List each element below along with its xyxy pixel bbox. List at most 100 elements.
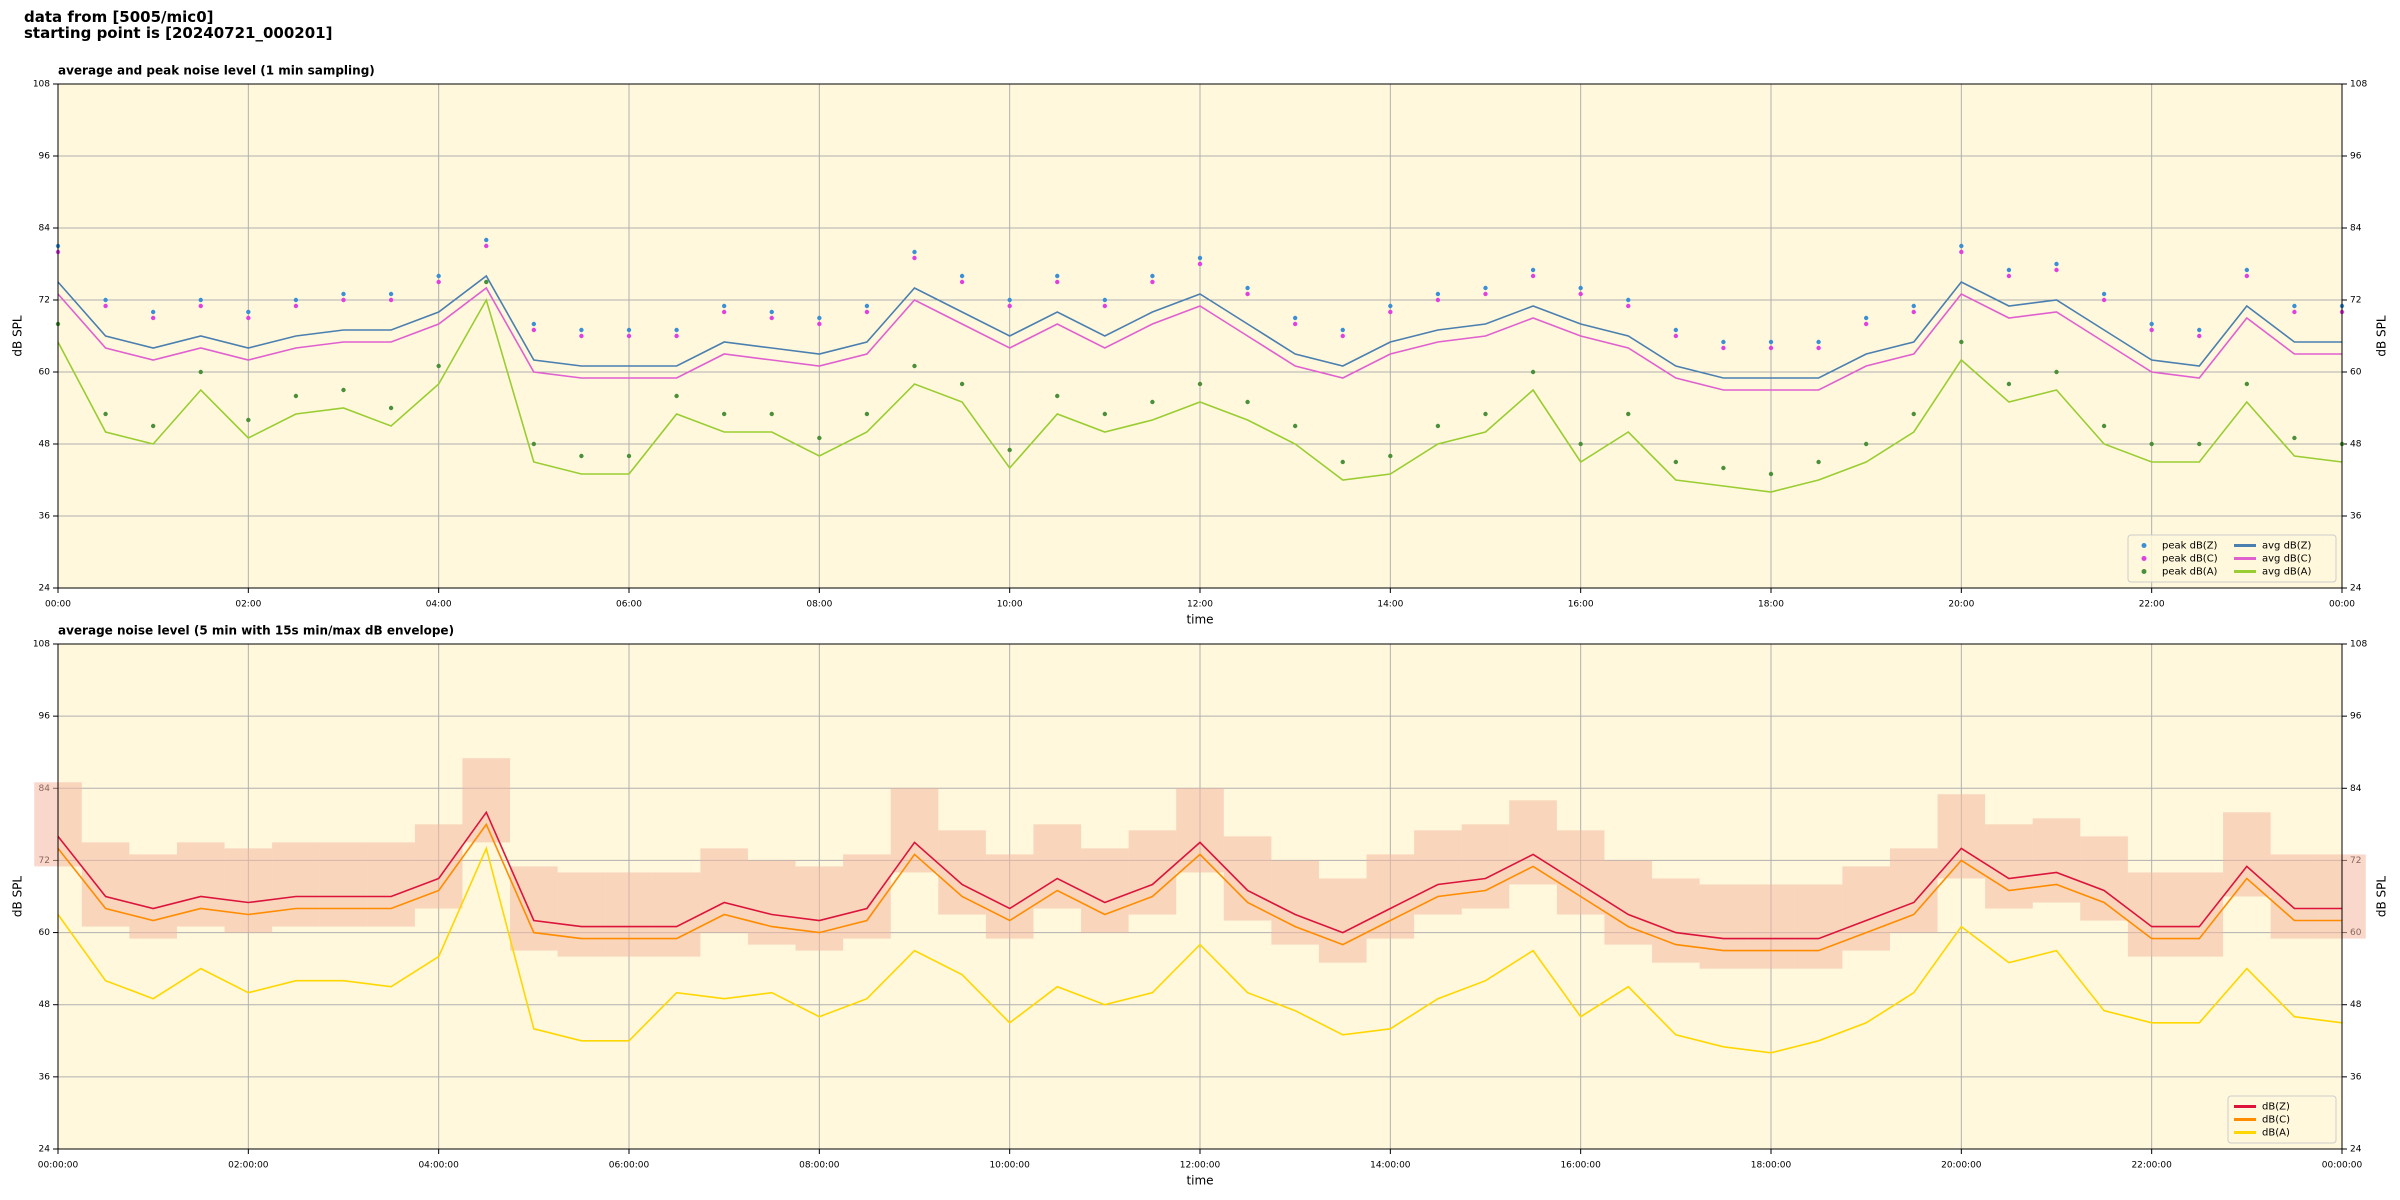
peak-dot bbox=[293, 303, 299, 309]
peak-dot bbox=[1530, 273, 1536, 279]
peak-dot bbox=[246, 417, 251, 423]
y-tick-label: 84 bbox=[39, 224, 51, 234]
legend-label: avg dB(Z) bbox=[2262, 541, 2312, 552]
x-tick-label: 02:00 bbox=[235, 600, 261, 610]
envelope bbox=[2032, 818, 2081, 903]
peak-dot bbox=[1911, 303, 1916, 309]
legend-marker bbox=[2141, 556, 2147, 561]
peak-dot bbox=[1197, 255, 1203, 261]
peak-dot bbox=[198, 369, 203, 375]
peak-dot bbox=[2292, 303, 2297, 309]
envelope bbox=[1461, 824, 1510, 909]
peak-dot bbox=[1959, 249, 1964, 255]
series-line bbox=[57, 845, 2343, 1054]
peak-dot bbox=[1578, 441, 1583, 447]
peak-dot bbox=[2244, 267, 2250, 273]
legend-label: peak dB(Z) bbox=[2162, 541, 2218, 552]
header-line: data from [5005/mic0] bbox=[24, 8, 214, 26]
envelope bbox=[1271, 860, 1319, 945]
y-tick-label: 36 bbox=[39, 512, 51, 522]
peak-dot bbox=[912, 255, 917, 261]
y-tick-label: 36 bbox=[39, 1072, 51, 1082]
peak-dot bbox=[1626, 411, 1631, 417]
y-tick-label: 24 bbox=[2350, 1145, 2362, 1155]
peak-dot bbox=[103, 297, 108, 303]
peak-dot bbox=[817, 315, 822, 321]
series-line bbox=[57, 297, 2343, 493]
y-tick-label: 48 bbox=[39, 1000, 51, 1010]
x-tick-label: 06:00:00 bbox=[609, 1161, 650, 1171]
envelope bbox=[2223, 812, 2271, 897]
envelope bbox=[1699, 884, 1748, 969]
envelope bbox=[1033, 824, 1082, 909]
peak-dot bbox=[1530, 267, 1536, 273]
peak-dot bbox=[626, 453, 632, 459]
peak-dot bbox=[531, 327, 537, 333]
legend-marker bbox=[2141, 569, 2147, 574]
y-tick-label: 108 bbox=[2350, 80, 2367, 90]
legend-box bbox=[2127, 534, 2337, 583]
peak-dot bbox=[959, 273, 965, 279]
series-line bbox=[57, 286, 2342, 391]
x-tick-label: 04:00:00 bbox=[418, 1161, 459, 1171]
peak-dot bbox=[2149, 321, 2154, 327]
x-tick-label: 20:00 bbox=[1948, 600, 1974, 610]
legend-label: peak dB(C) bbox=[2162, 554, 2218, 565]
y-axis-title: dB SPL bbox=[11, 315, 25, 357]
y-tick-label: 48 bbox=[39, 440, 51, 450]
peak-dot bbox=[1245, 291, 1250, 297]
peak-dot bbox=[2101, 291, 2107, 297]
legend-label: avg dB(C) bbox=[2262, 554, 2312, 565]
legend-label: dB(Z) bbox=[2262, 1102, 2290, 1113]
peak-dot bbox=[1721, 345, 1726, 351]
peak-dot bbox=[674, 333, 679, 339]
x-tick-label: 16:00:00 bbox=[1560, 1161, 1601, 1171]
plot-frame bbox=[57, 83, 2343, 589]
x-tick-label: 04:00 bbox=[426, 600, 452, 610]
peak-dot bbox=[1150, 399, 1155, 405]
envelope bbox=[1223, 836, 1272, 921]
envelope bbox=[1794, 884, 1843, 969]
peak-dot bbox=[150, 309, 156, 315]
x-tick-label: 00:00 bbox=[2329, 600, 2355, 610]
peak-dot bbox=[2101, 423, 2107, 429]
envelope bbox=[414, 824, 463, 909]
envelope bbox=[462, 758, 511, 843]
peak-dot bbox=[579, 327, 584, 333]
peak-dot bbox=[1102, 303, 1108, 309]
envelope bbox=[795, 866, 844, 951]
peak-dot bbox=[1245, 285, 1250, 291]
peak-dot bbox=[531, 321, 537, 327]
y-tick-label: 72 bbox=[39, 296, 50, 306]
peak-dot bbox=[484, 243, 489, 249]
peak-dot bbox=[1959, 243, 1964, 249]
y-tick-label: 84 bbox=[2350, 224, 2362, 234]
peak-dot bbox=[150, 315, 156, 321]
peak-dot bbox=[1102, 411, 1108, 417]
envelope bbox=[2270, 854, 2319, 939]
envelope bbox=[985, 854, 1034, 939]
peak-dot bbox=[579, 453, 584, 459]
envelope bbox=[1652, 878, 1700, 963]
y-tick-label: 24 bbox=[2350, 584, 2362, 594]
peak-dot bbox=[2244, 381, 2250, 387]
x-axis-title: time bbox=[1186, 613, 1213, 627]
peak-dot bbox=[1483, 285, 1488, 291]
envelope bbox=[81, 842, 130, 927]
peak-dot bbox=[721, 309, 727, 315]
peak-dot bbox=[436, 363, 441, 369]
peak-dot bbox=[1816, 339, 1821, 345]
envelope bbox=[2080, 836, 2128, 921]
peak-dot bbox=[1007, 447, 1012, 453]
envelope bbox=[700, 848, 748, 933]
peak-dot bbox=[341, 387, 346, 393]
peak-dot bbox=[2197, 327, 2202, 333]
peak-dot bbox=[388, 297, 394, 303]
envelope bbox=[1366, 854, 1415, 939]
envelope bbox=[1128, 830, 1177, 915]
peak-dot bbox=[293, 393, 299, 399]
legend-marker bbox=[2141, 543, 2147, 548]
x-tick-label: 02:00:00 bbox=[228, 1161, 269, 1171]
envelope bbox=[652, 872, 701, 957]
y-axis-title: dB SPL bbox=[2375, 876, 2389, 918]
